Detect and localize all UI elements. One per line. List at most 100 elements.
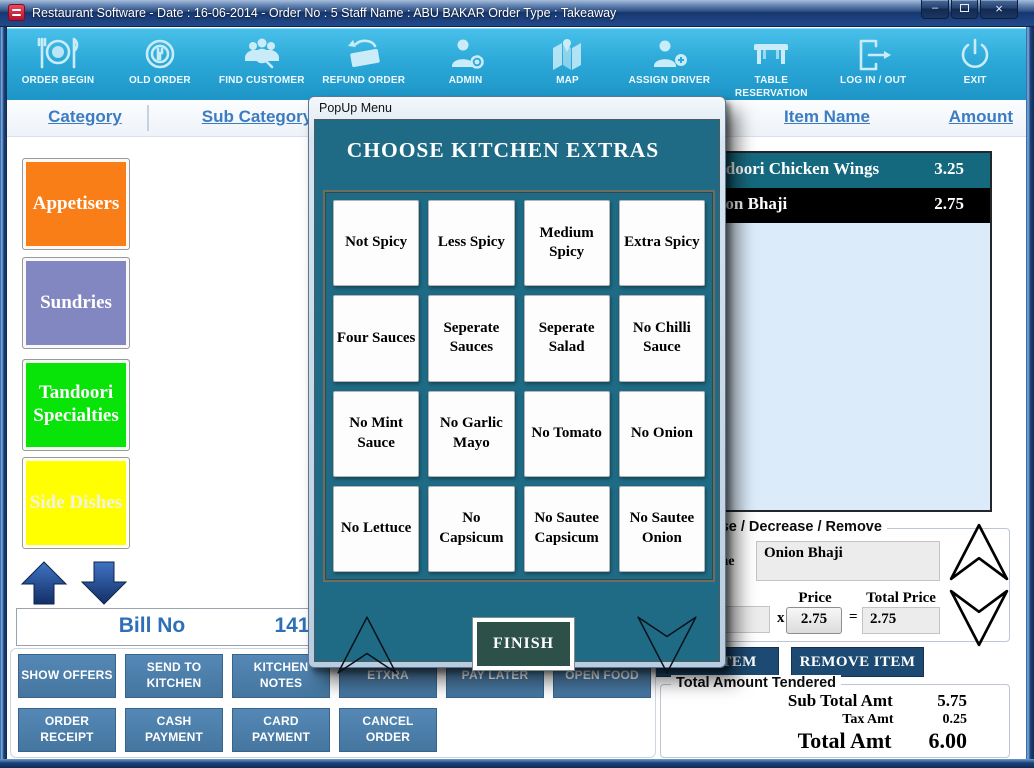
bill-no-label: Bill No <box>118 614 186 637</box>
toolbar-button-log-in-out[interactable]: LOG IN / OUT <box>822 29 924 100</box>
category-button-side-dishes[interactable]: Side Dishes <box>22 457 130 549</box>
plate-badge-icon <box>145 39 175 69</box>
kitchen-extra-button[interactable]: No Sautee Onion <box>618 485 705 572</box>
popup-scroll-up-arrow[interactable] <box>329 614 405 676</box>
total-value: 6.00 <box>928 728 968 753</box>
tax-label: Tax Amt <box>842 712 894 727</box>
category-button-appetisers[interactable]: Appetisers <box>22 158 130 250</box>
order-item-amount: 2.75 <box>934 194 964 213</box>
kitchen-extra-button[interactable]: No Garlic Mayo <box>428 390 515 477</box>
remove-item-button[interactable]: REMOVE ITEM <box>791 647 924 677</box>
main-toolbar: ORDER BEGIN OLD ORDER FIND CUSTOMER RE <box>7 28 1026 100</box>
toolbar-button-order-begin[interactable]: ORDER BEGIN <box>7 29 109 100</box>
kitchen-extra-button[interactable]: Less Spicy <box>428 200 515 287</box>
app-logo-line <box>12 9 21 11</box>
toolbar-button-admin[interactable]: ADMIN <box>415 29 517 100</box>
order-item-row[interactable]: Onion Bhaji 2.75 <box>690 188 990 223</box>
kitchen-extra-button[interactable]: Seperate Sauces <box>428 295 515 382</box>
kitchen-extra-button[interactable]: Medium Spicy <box>523 200 610 287</box>
total-price-label: Total Price <box>866 590 936 606</box>
kitchen-extra-button[interactable]: No Chilli Sauce <box>618 295 705 382</box>
order-item-row[interactable]: Tandoori Chicken Wings 3.25 <box>690 153 990 188</box>
header-divider <box>147 105 149 131</box>
order-receipt-button[interactable]: ORDER RECEIPT <box>18 708 116 752</box>
popup-menu-window: PopUp Menu CHOOSE KITCHEN EXTRAS Not Spi… <box>308 96 726 674</box>
item-decrease-arrow[interactable] <box>948 586 1010 650</box>
toolbar-button-old-order[interactable]: OLD ORDER <box>109 29 211 100</box>
totals-group: Total Amount Tendered Sub Total Amt 5.75… <box>660 675 1010 758</box>
kitchen-extra-button[interactable]: Extra Spicy <box>618 200 705 287</box>
toolbar-label: OLD ORDER <box>128 75 191 86</box>
item-increase-arrow[interactable] <box>948 522 1010 582</box>
bill-no-value: 141 <box>274 614 310 637</box>
order-item-name: Tandoori Chicken Wings <box>698 159 880 178</box>
category-button-sundries[interactable]: Sundries <box>22 257 130 349</box>
maximize-button[interactable] <box>951 0 978 19</box>
popup-title: PopUp Menu <box>319 101 392 115</box>
category-button-tandoori-specialties[interactable]: Tandoori Specialties <box>22 359 130 451</box>
app-logo-icon <box>8 4 25 21</box>
window-border-right <box>1026 27 1034 768</box>
item-editor-group-label: Increase / Decrease / Remove <box>673 519 887 535</box>
toolbar-button-assign-driver[interactable]: ASSIGN DRIVER <box>618 29 720 100</box>
amount-header[interactable]: Amount <box>948 107 1013 126</box>
total-row: Total Amt 6.00 <box>798 728 967 754</box>
multiply-sign: x <box>777 610 785 626</box>
map-pin-icon <box>553 39 582 70</box>
toolbar-label: ADMIN <box>448 75 483 86</box>
toolbar-button-map[interactable]: MAP <box>517 29 619 100</box>
sub-category-header[interactable]: Sub Category <box>201 107 313 126</box>
kitchen-extra-button[interactable]: No Lettuce <box>333 485 420 572</box>
cash-payment-button[interactable]: CASH PAYMENT <box>125 708 223 752</box>
minimize-button[interactable]: – <box>921 0 949 19</box>
subtotal-row: Sub Total Amt 5.75 <box>788 691 967 711</box>
money-refund-icon <box>347 39 380 68</box>
item-name-field[interactable]: Onion Bhaji <box>756 541 940 581</box>
order-item-amount: 3.25 <box>934 159 964 178</box>
toolbar-label: EXIT <box>963 75 987 86</box>
popup-heading: CHOOSE KITCHEN EXTRAS <box>346 138 660 162</box>
close-icon: × <box>995 1 1003 16</box>
finish-button[interactable]: FINISH <box>472 617 575 671</box>
toolbar-button-table-reservation[interactable]: TABLE RESERVATION <box>720 29 822 100</box>
kitchen-extra-button[interactable]: Four Sauces <box>333 295 420 382</box>
show-offers-button[interactable]: SHOW OFFERS <box>18 654 116 698</box>
popup-scroll-down-arrow[interactable] <box>629 614 705 676</box>
scroll-up-arrow[interactable] <box>20 561 68 605</box>
toolbar-label: TABLE RESERVATION <box>734 75 808 99</box>
toolbar-label: LOG IN / OUT <box>840 75 907 86</box>
kitchen-extra-button[interactable]: No Capsicum <box>428 485 515 572</box>
kitchen-extra-button[interactable]: No Tomato <box>523 390 610 477</box>
minimize-icon: – <box>931 2 939 14</box>
equals-sign: = <box>849 609 858 625</box>
titlebar-gloss <box>0 0 1034 12</box>
window-border-left <box>0 27 7 768</box>
toolbar-button-find-customer[interactable]: FIND CUSTOMER <box>211 29 313 100</box>
kitchen-extra-button[interactable]: Seperate Salad <box>523 295 610 382</box>
kitchen-extra-button[interactable]: No Sautee Capsicum <box>523 485 610 572</box>
kitchen-extra-button[interactable]: No Onion <box>618 390 705 477</box>
send-to-kitchen-button[interactable]: SEND TO KITCHEN <box>125 654 223 698</box>
toolbar-button-exit[interactable]: EXIT <box>924 29 1026 100</box>
toolbar-label: REFUND ORDER <box>322 75 406 86</box>
order-item-list: Tandoori Chicken Wings 3.25 Onion Bhaji … <box>688 151 992 512</box>
cancel-order-button[interactable]: CANCEL ORDER <box>339 708 437 752</box>
person-gear-icon <box>451 39 484 69</box>
tax-value: 0.25 <box>942 712 968 727</box>
card-payment-button[interactable]: CARD PAYMENT <box>232 708 330 752</box>
close-button[interactable]: × <box>980 0 1018 19</box>
window-border-bottom <box>0 759 1034 768</box>
kitchen-extra-button[interactable]: No Mint Sauce <box>333 390 420 477</box>
kitchen-extra-button[interactable]: Not Spicy <box>333 200 420 287</box>
price-label: Price <box>798 590 832 606</box>
item-name-header[interactable]: Item Name <box>784 107 870 126</box>
total-price-field[interactable]: 2.75 <box>862 607 940 634</box>
category-scroll-arrows <box>20 561 128 605</box>
subtotal-label: Sub Total Amt <box>787 691 893 710</box>
price-field[interactable]: 2.75 <box>786 607 842 634</box>
scroll-down-arrow[interactable] <box>80 561 128 605</box>
toolbar-button-refund-order[interactable]: REFUND ORDER <box>313 29 415 100</box>
popup-body: CHOOSE KITCHEN EXTRAS Not Spicy Less Spi… <box>314 119 720 674</box>
category-header[interactable]: Category <box>48 107 122 126</box>
